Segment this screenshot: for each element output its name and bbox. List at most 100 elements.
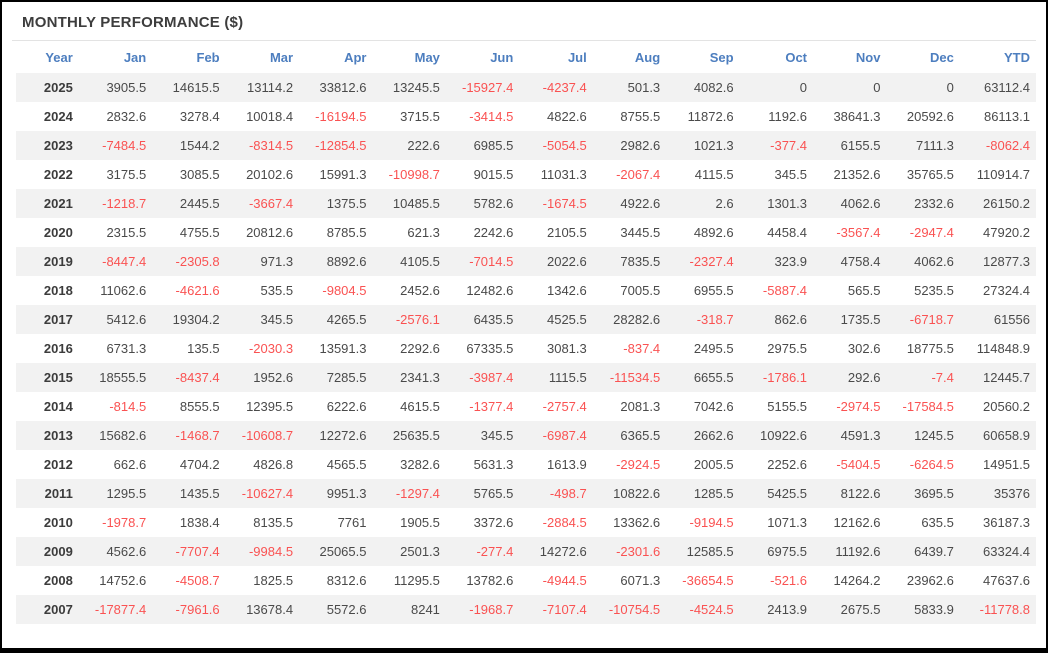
value-cell: 635.5 — [886, 508, 959, 537]
value-cell: 114848.9 — [960, 334, 1036, 363]
value-cell: 1905.5 — [372, 508, 445, 537]
column-header-may: May — [372, 41, 445, 73]
value-cell: 33812.6 — [299, 73, 372, 102]
value-cell: 1245.5 — [886, 421, 959, 450]
value-cell: 19304.2 — [152, 305, 225, 334]
table-row-2017: 20175412.619304.2345.54265.5-2576.16435.… — [16, 305, 1036, 334]
table-row-2015: 201518555.5-8437.41952.67285.52341.3-398… — [16, 363, 1036, 392]
value-cell: 3445.5 — [593, 218, 666, 247]
value-cell: 565.5 — [813, 276, 886, 305]
value-cell: -10608.7 — [226, 421, 299, 450]
value-cell: 1825.5 — [226, 566, 299, 595]
value-cell: 11872.6 — [666, 102, 739, 131]
value-cell: 345.5 — [740, 160, 813, 189]
value-cell: 5235.5 — [886, 276, 959, 305]
value-cell: 8122.6 — [813, 479, 886, 508]
value-cell: -4508.7 — [152, 566, 225, 595]
value-cell: 3372.6 — [446, 508, 519, 537]
value-cell: 5833.9 — [886, 595, 959, 624]
value-cell: -814.5 — [79, 392, 152, 421]
value-cell: 0 — [813, 73, 886, 102]
value-cell: 8555.5 — [152, 392, 225, 421]
year-cell: 2015 — [16, 363, 79, 392]
value-cell: 4265.5 — [299, 305, 372, 334]
value-cell: 1435.5 — [152, 479, 225, 508]
value-cell: 2081.3 — [593, 392, 666, 421]
table-row-2023: 2023-7484.51544.2-8314.5-12854.5222.6698… — [16, 131, 1036, 160]
value-cell: 6955.5 — [666, 276, 739, 305]
value-cell: 3695.5 — [886, 479, 959, 508]
value-cell: -377.4 — [740, 131, 813, 160]
title-bar: MONTHLY PERFORMANCE ($) — [2, 2, 1046, 40]
value-cell: 4615.5 — [372, 392, 445, 421]
value-cell: 1375.5 — [299, 189, 372, 218]
value-cell: 7285.5 — [299, 363, 372, 392]
year-cell: 2022 — [16, 160, 79, 189]
value-cell: 7005.5 — [593, 276, 666, 305]
value-cell: -521.6 — [740, 566, 813, 595]
value-cell: -6987.4 — [519, 421, 592, 450]
header-row: YearJanFebMarAprMayJunJulAugSepOctNovDec… — [16, 41, 1036, 73]
value-cell: 621.3 — [372, 218, 445, 247]
value-cell: 2662.6 — [666, 421, 739, 450]
page-title: MONTHLY PERFORMANCE ($) — [22, 14, 243, 31]
value-cell: 2.6 — [666, 189, 739, 218]
table-row-2021: 2021-1218.72445.5-3667.41375.510485.5578… — [16, 189, 1036, 218]
value-cell: 60658.9 — [960, 421, 1036, 450]
value-cell: 2341.3 — [372, 363, 445, 392]
value-cell: 5155.5 — [740, 392, 813, 421]
value-cell: 0 — [886, 73, 959, 102]
value-cell: 13114.2 — [226, 73, 299, 102]
value-cell: 35765.5 — [886, 160, 959, 189]
value-cell: 20560.2 — [960, 392, 1036, 421]
value-cell: 1021.3 — [666, 131, 739, 160]
value-cell: -4621.6 — [152, 276, 225, 305]
value-cell: 14264.2 — [813, 566, 886, 595]
column-header-jan: Jan — [79, 41, 152, 73]
value-cell: 4525.5 — [519, 305, 592, 334]
column-header-dec: Dec — [886, 41, 959, 73]
value-cell: 4105.5 — [372, 247, 445, 276]
value-cell: 3282.6 — [372, 450, 445, 479]
value-cell: 501.3 — [593, 73, 666, 102]
value-cell: 23962.6 — [886, 566, 959, 595]
value-cell: 14951.5 — [960, 450, 1036, 479]
value-cell: 13591.3 — [299, 334, 372, 363]
value-cell: 1342.6 — [519, 276, 592, 305]
value-cell: 3085.5 — [152, 160, 225, 189]
value-cell: -2067.4 — [593, 160, 666, 189]
value-cell: 4565.5 — [299, 450, 372, 479]
value-cell: -17877.4 — [79, 595, 152, 624]
value-cell: 2413.9 — [740, 595, 813, 624]
value-cell: -2327.4 — [666, 247, 739, 276]
value-cell: 345.5 — [446, 421, 519, 450]
value-cell: 27324.4 — [960, 276, 1036, 305]
value-cell: -1218.7 — [79, 189, 152, 218]
value-cell: -3567.4 — [813, 218, 886, 247]
value-cell: 2975.5 — [740, 334, 813, 363]
value-cell: 11192.6 — [813, 537, 886, 566]
table-row-2019: 2019-8447.4-2305.8971.38892.64105.5-7014… — [16, 247, 1036, 276]
value-cell: 63112.4 — [960, 73, 1036, 102]
value-cell: 4115.5 — [666, 160, 739, 189]
value-cell: 63324.4 — [960, 537, 1036, 566]
value-cell: 4826.8 — [226, 450, 299, 479]
value-cell: 4062.6 — [813, 189, 886, 218]
value-cell: 1285.5 — [666, 479, 739, 508]
value-cell: 6975.5 — [740, 537, 813, 566]
table-row-2022: 20223175.53085.520102.615991.3-10998.790… — [16, 160, 1036, 189]
value-cell: -9804.5 — [299, 276, 372, 305]
column-header-ytd: YTD — [960, 41, 1036, 73]
value-cell: 6731.3 — [79, 334, 152, 363]
value-cell: 4458.4 — [740, 218, 813, 247]
value-cell: -2576.1 — [372, 305, 445, 334]
value-cell: 1192.6 — [740, 102, 813, 131]
value-cell: 15991.3 — [299, 160, 372, 189]
value-cell: 1838.4 — [152, 508, 225, 537]
column-header-oct: Oct — [740, 41, 813, 73]
value-cell: 11062.6 — [79, 276, 152, 305]
value-cell: -1968.7 — [446, 595, 519, 624]
value-cell: 7111.3 — [886, 131, 959, 160]
value-cell: 862.6 — [740, 305, 813, 334]
value-cell: -1786.1 — [740, 363, 813, 392]
